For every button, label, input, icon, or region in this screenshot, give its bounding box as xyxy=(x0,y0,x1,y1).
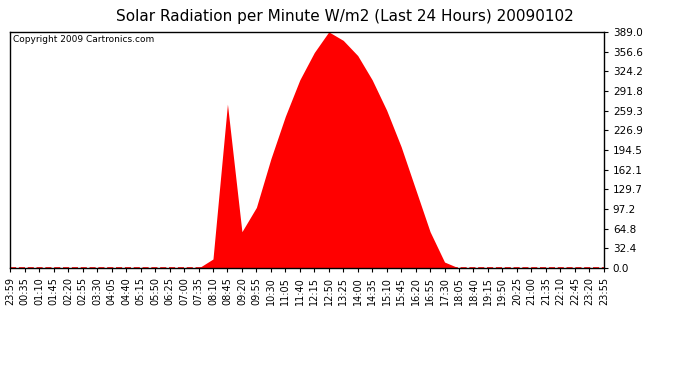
Text: Solar Radiation per Minute W/m2 (Last 24 Hours) 20090102: Solar Radiation per Minute W/m2 (Last 24… xyxy=(116,9,574,24)
Text: Copyright 2009 Cartronics.com: Copyright 2009 Cartronics.com xyxy=(13,35,155,44)
